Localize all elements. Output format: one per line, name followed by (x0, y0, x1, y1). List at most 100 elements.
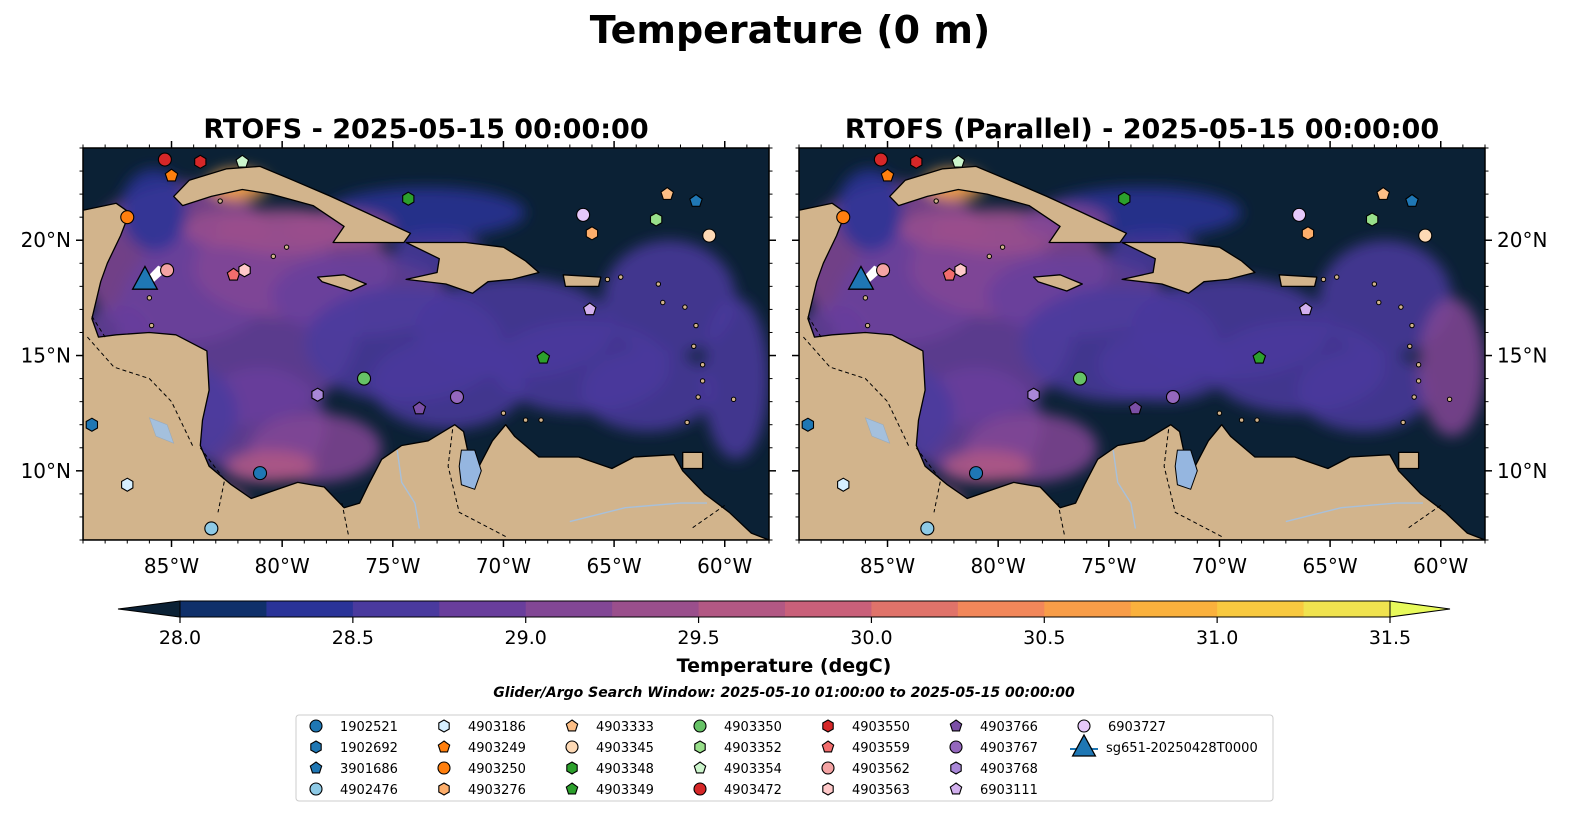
platform-4903563 (954, 263, 967, 278)
platform-4903550 (194, 154, 207, 169)
legend-item: 4903767 (949, 740, 1038, 756)
platform-4903349 (1252, 350, 1267, 364)
lake-nicaragua (864, 417, 891, 444)
land-cuba (889, 165, 1128, 244)
colorbar-tick-label: 31.5 (1369, 627, 1411, 649)
legend-label: 4903349 (596, 783, 654, 798)
legend-item: 4903186 (438, 719, 526, 735)
platform-4903276 (585, 226, 599, 241)
river (1285, 502, 1423, 523)
platform-4903186 (121, 477, 134, 492)
island (1376, 299, 1382, 306)
country-border (1163, 429, 1225, 539)
legend-item: 4903249 (437, 740, 526, 756)
platform-4903333 (1376, 186, 1391, 200)
legend-label: 4903559 (852, 741, 910, 756)
platform-6903111 (582, 302, 597, 316)
legend-label: 4902476 (340, 783, 398, 798)
legend-marker-4902476 (309, 782, 323, 796)
legend-label: 4903767 (980, 741, 1038, 756)
island (691, 343, 697, 350)
legend-item: 4903349 (565, 782, 654, 798)
platform-4903352 (649, 212, 663, 227)
temperature-field (83, 168, 769, 540)
legend-item: 4903563 (822, 782, 910, 798)
colorbar-swatch (785, 601, 872, 617)
legend-label: 4903354 (724, 762, 782, 777)
platform-4903352 (1365, 212, 1379, 227)
legend-item: sg651-20250428T0000 (1070, 733, 1258, 757)
island (1398, 304, 1404, 310)
land-layer (799, 148, 1485, 540)
lat-tick-label: 20°N (1497, 228, 1547, 252)
map-frame (798, 147, 1486, 541)
platform-4903348 (402, 191, 415, 206)
legend-item: 1902521 (309, 719, 398, 735)
axis-ticks (76, 141, 776, 547)
platform-4903350 (356, 371, 372, 386)
river (569, 502, 707, 523)
island (933, 198, 939, 204)
island (1334, 274, 1340, 280)
platform-4903563 (238, 263, 251, 278)
axis-ticks (792, 141, 1492, 547)
legend-marker-1902521 (309, 719, 323, 733)
legend-label: 4903348 (596, 762, 654, 777)
colorbar-tick-label: 28.5 (332, 627, 374, 649)
legend-label: sg651-20250428T0000 (1106, 741, 1258, 756)
island (730, 396, 737, 403)
island (999, 244, 1006, 250)
platform-4903550 (910, 154, 923, 169)
platform-4903350 (1072, 371, 1088, 386)
island (1216, 410, 1223, 416)
temperature-region (370, 337, 526, 430)
island (655, 281, 662, 287)
legend-label: 4903333 (596, 720, 654, 735)
land-puertorico (1278, 274, 1318, 288)
temperature-region (942, 450, 1032, 483)
legend-item: 3901686 (309, 761, 398, 777)
island (1407, 343, 1413, 350)
platform-4903354 (951, 154, 966, 168)
legend-item: 4903550 (822, 719, 910, 735)
lon-tick-label: 85°W (144, 554, 199, 578)
lat-tick-label: 10°N (1497, 459, 1547, 483)
platform-1902521 (252, 466, 268, 481)
platform-4903345 (1418, 228, 1433, 243)
legend-label: 4903550 (852, 720, 910, 735)
platform-sg651-20250428T0000 (131, 265, 159, 290)
legend-label: 4903768 (980, 762, 1038, 777)
legend-item: 4903333 (565, 719, 654, 735)
platform-4903249 (880, 168, 895, 182)
platform-sg651-20250428T0000 (847, 265, 875, 290)
platform-3901686 (689, 193, 703, 207)
legend-item: 4903352 (694, 740, 782, 756)
temperature-region (603, 240, 736, 356)
colorbar-swatch (266, 601, 354, 617)
island (270, 253, 277, 260)
map-panel-rtofs-parallel: RTOFS (Parallel) - 2025-05-15 00:00:00 8… (792, 114, 1547, 578)
legend-item: 4903345 (565, 740, 654, 756)
temperature-region (1319, 240, 1452, 356)
platform-4903562 (876, 263, 891, 278)
island (1415, 362, 1422, 368)
legend-marker-4903768 (950, 761, 962, 775)
land-central (83, 202, 769, 540)
legend-marker-4903766 (949, 719, 963, 732)
map-frame (82, 147, 770, 541)
land-hispaniola (1121, 241, 1256, 294)
platform-4903767 (1165, 389, 1181, 405)
legend-marker-4903350 (693, 719, 707, 733)
lon-tick-label: 75°W (1081, 554, 1136, 578)
island (695, 394, 701, 400)
legend-marker-sg651-20250428T0000 (1071, 733, 1097, 757)
colorbar-swatch (612, 601, 700, 617)
legend-marker-4903348 (566, 761, 578, 775)
platform-4902476 (204, 521, 219, 536)
island (699, 378, 706, 384)
colorbar-tick-label: 30.5 (1023, 627, 1065, 649)
country-border (803, 336, 911, 449)
island (604, 276, 611, 283)
colorbar: 28.0 28.5 29.0 29.5 30.0 30.5 31.0 31.5 (117, 600, 1451, 649)
